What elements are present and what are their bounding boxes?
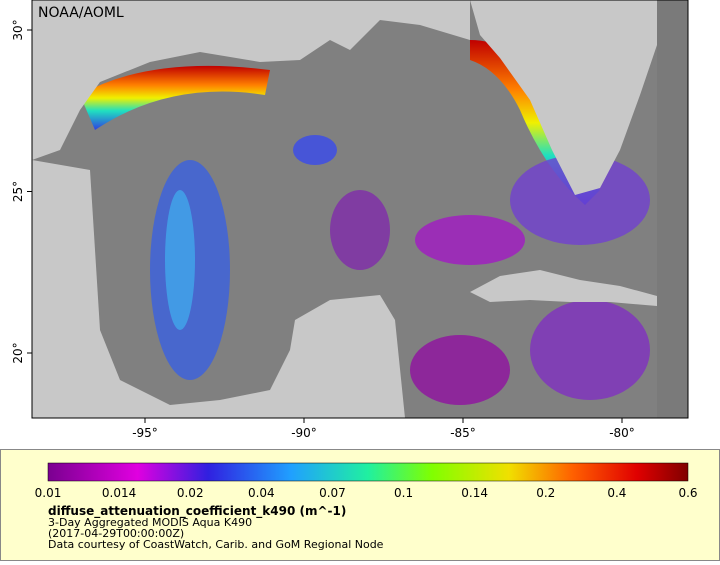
colorbar-tick-label: 0.04 — [248, 486, 275, 500]
legend-line: 3-Day Aggregated MODIS Aqua K490 — [48, 516, 252, 529]
colorbar — [47, 462, 689, 482]
colorbar-tick-label: 0.1 — [394, 486, 413, 500]
colorbar-tick-label: 0.07 — [319, 486, 346, 500]
x-tick-label: -90° — [291, 426, 317, 440]
data-patch — [415, 215, 525, 265]
no-data-strip — [657, 0, 688, 418]
x-tick-label: -85° — [450, 426, 476, 440]
data-patch — [330, 190, 390, 270]
legend-variable: diffuse_attenuation_coefficient_k490 (m^… — [48, 504, 346, 519]
data-patch — [293, 135, 337, 165]
map-title: NOAA/AOML — [38, 5, 124, 21]
land-mexico — [32, 160, 405, 418]
y-tick-label: 30° — [11, 19, 25, 40]
data-coast-north — [80, 65, 270, 130]
legend-line: Data courtesy of CoastWatch, Carib. and … — [48, 538, 384, 551]
colorbar-tick-label: 0.4 — [607, 486, 626, 500]
colorbar-tick-label: 0.6 — [678, 486, 697, 500]
land-cuba — [470, 270, 657, 306]
map: NOAA/AOML — [31, 0, 689, 419]
colorbar-tick-label: 0.02 — [177, 486, 204, 500]
x-tick-label: -80° — [609, 426, 635, 440]
colorbar-tick-label: 0.2 — [536, 486, 555, 500]
x-axis: -95° -90° -85° -80° — [132, 418, 635, 440]
y-axis: 30° 25° 20° — [11, 19, 32, 364]
colorbar-tick-label: 0.01 — [35, 486, 62, 500]
data-patch — [510, 155, 650, 245]
y-tick-label: 25° — [11, 181, 25, 202]
land-north — [32, 0, 470, 160]
data-patch — [410, 335, 510, 405]
colorbar-ticks: 0.01 0.014 0.02 0.04 0.07 0.1 0.14 0.2 0.4 0.6 — [35, 486, 698, 500]
data-patch — [530, 300, 650, 400]
map-frame — [31, 0, 689, 419]
legend-line: (2017-04-29T00:00:00Z) — [48, 527, 184, 540]
x-tick-label: -95° — [132, 426, 158, 440]
colorbar-tick-label: 0.014 — [102, 486, 136, 500]
colorbar-tick-label: 0.14 — [461, 486, 488, 500]
land-florida — [470, 0, 657, 195]
y-tick-label: 20° — [11, 342, 25, 363]
data-patch — [165, 190, 195, 330]
